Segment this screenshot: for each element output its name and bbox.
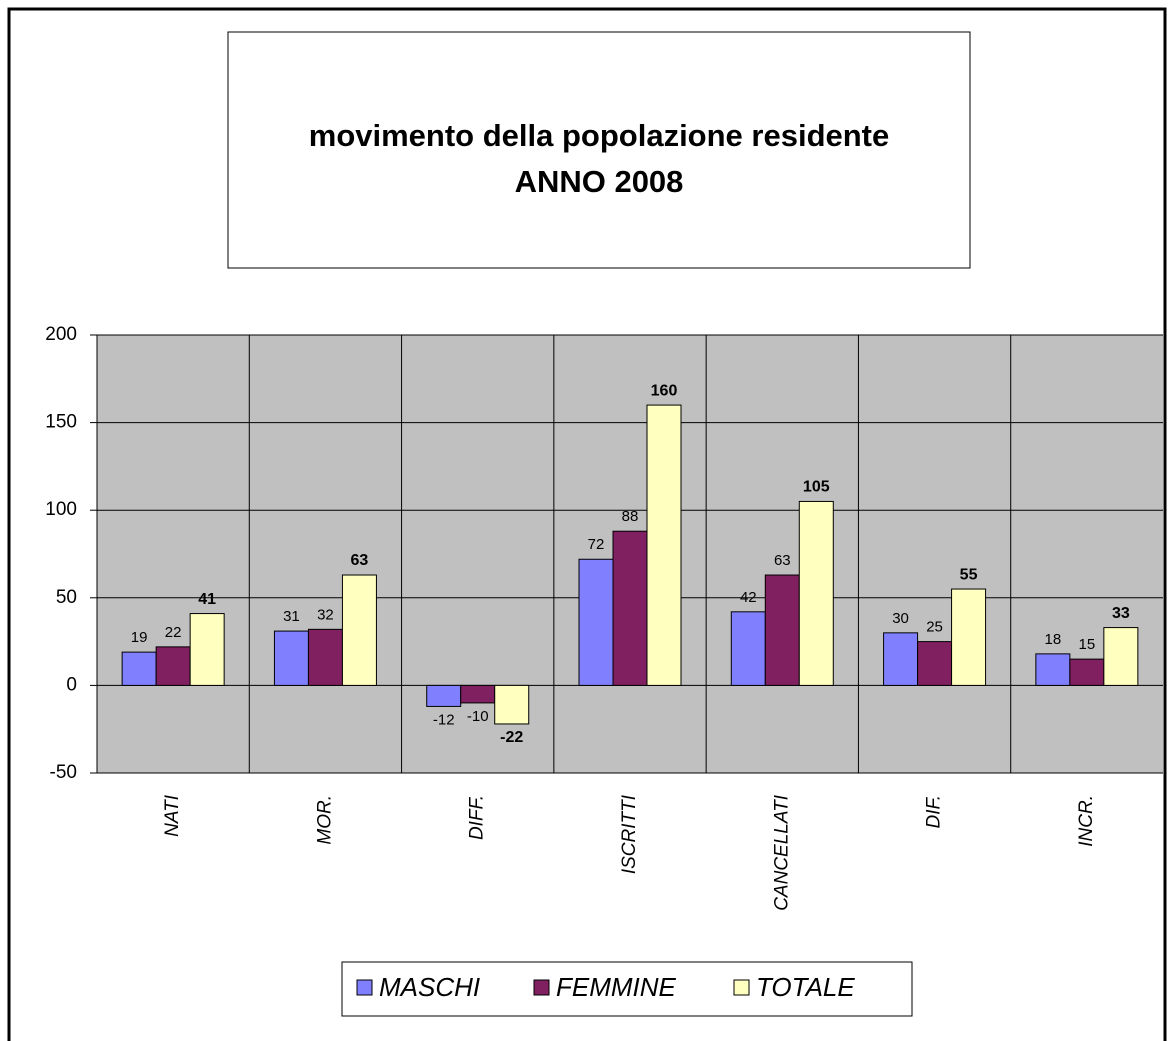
value-label: 63 [351, 552, 369, 569]
bar [646, 404, 682, 686]
legend-marker [356, 979, 373, 996]
chart-subtitle: ANNO 2008 [515, 164, 684, 199]
title-box [227, 31, 971, 269]
bar [730, 611, 766, 686]
value-label: 63 [774, 552, 791, 569]
value-label: 22 [165, 624, 182, 641]
bar [307, 628, 343, 686]
chart-title: movimento della popolazione residente [309, 118, 890, 153]
value-label: -22 [500, 729, 523, 746]
legend-label: MASCHI [379, 972, 480, 1002]
bar [1069, 658, 1105, 686]
bar [612, 530, 648, 686]
value-label: 25 [926, 619, 943, 636]
value-label: -12 [433, 711, 455, 728]
y-tick-label: -50 [50, 762, 77, 783]
bar [273, 630, 309, 686]
value-label: 31 [283, 608, 300, 625]
value-label: 55 [960, 566, 978, 583]
bar [578, 558, 614, 686]
y-tick-label: 200 [45, 324, 77, 345]
bar [1035, 653, 1071, 686]
bar [189, 613, 225, 686]
x-tick-label: ISCRITTI [619, 794, 640, 874]
legend-label: TOTALE [756, 972, 855, 1002]
bar [341, 574, 377, 686]
x-tick-label: NATI [162, 794, 183, 837]
bar [883, 632, 919, 686]
y-tick-label: 0 [66, 674, 77, 695]
value-label: 41 [198, 591, 216, 608]
value-label: 105 [803, 479, 830, 496]
bar [426, 684, 462, 707]
value-label: 88 [622, 508, 639, 525]
value-label: 72 [588, 536, 605, 553]
x-tick-label: CANCELLATI [771, 794, 792, 911]
legend-box [341, 961, 913, 1017]
bar [798, 500, 834, 686]
bar [121, 651, 157, 686]
x-tick-label: DIFF. [467, 795, 488, 840]
value-label: 33 [1112, 605, 1130, 622]
value-label: 160 [651, 382, 678, 399]
bar [155, 646, 191, 686]
legend-marker [733, 979, 750, 996]
y-tick-label: 50 [56, 587, 77, 608]
legend-label: FEMMINE [556, 972, 677, 1002]
bar [917, 641, 953, 686]
y-tick-label: 150 [45, 412, 77, 433]
bar [494, 684, 530, 725]
value-label: 32 [317, 606, 334, 623]
value-label: 15 [1079, 636, 1096, 653]
x-tick-label: MOR. [314, 795, 335, 845]
bar [764, 574, 800, 686]
x-tick-label: INCR. [1076, 795, 1097, 847]
y-tick-label: 100 [45, 499, 77, 520]
x-tick-label: DIF. [924, 795, 945, 828]
value-label: 42 [740, 589, 757, 606]
legend-marker [533, 979, 550, 996]
value-label: -10 [467, 708, 489, 725]
value-label: 18 [1045, 631, 1062, 648]
bar [460, 684, 496, 704]
value-label: 19 [131, 629, 148, 646]
value-label: 30 [892, 610, 909, 627]
bar [951, 588, 987, 686]
bar [1103, 627, 1139, 686]
